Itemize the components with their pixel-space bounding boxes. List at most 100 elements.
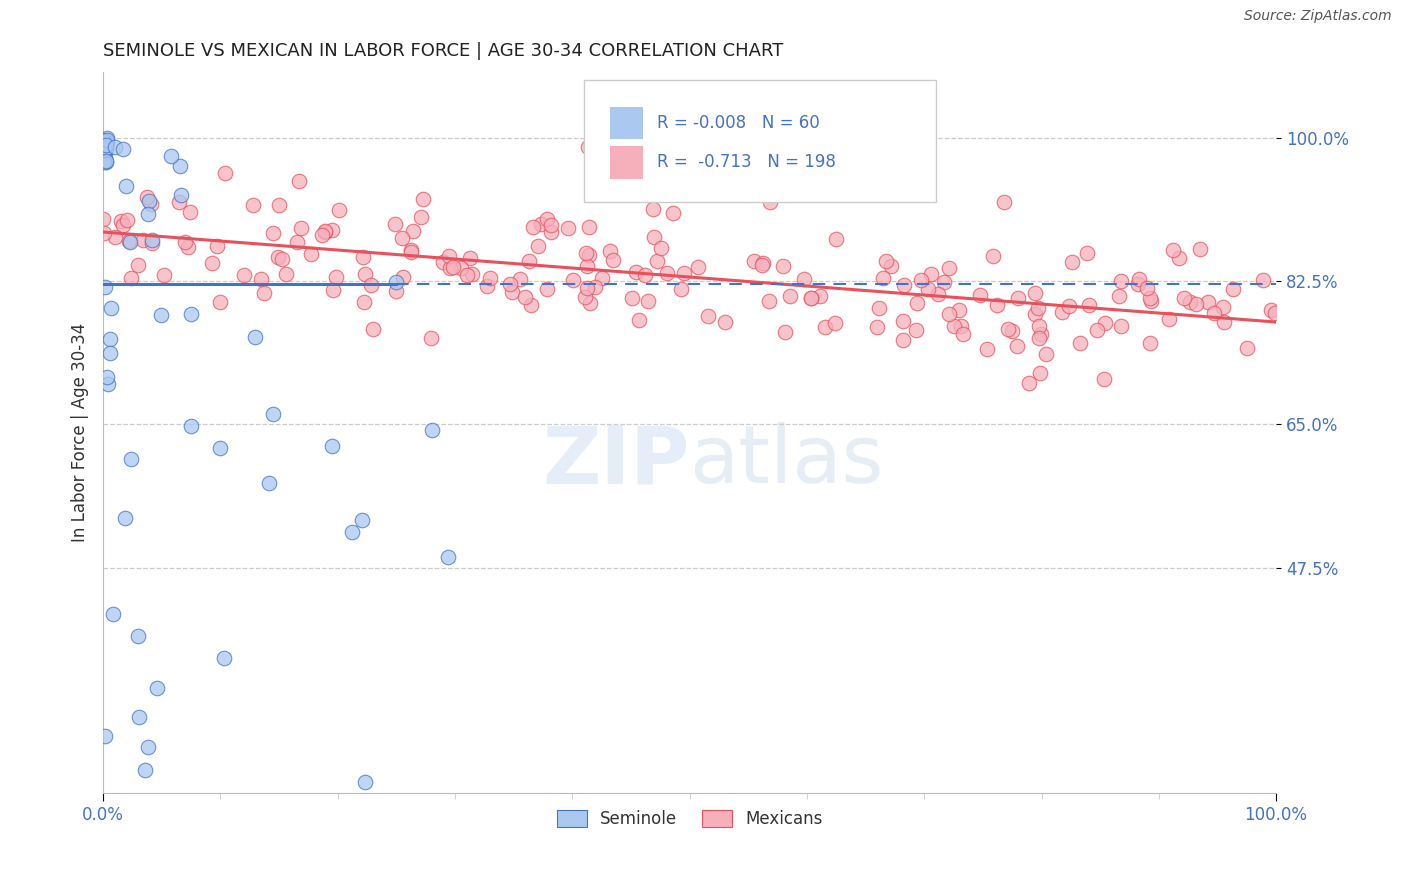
Point [439,260,461,275]
Point [141,235,163,250]
Point [91,212,114,227]
Point [576,140,599,154]
Point [772,260,794,274]
Point [1035,346,1057,360]
Point [1092,372,1115,386]
Point [456,268,478,282]
Point [179,205,201,219]
Point [391,231,413,245]
Point [128,709,150,723]
Point [758,194,780,209]
Point [450,260,472,275]
Point [893,278,915,293]
Point [1078,298,1101,312]
Point [1139,293,1161,308]
Point [117,234,139,248]
Point [1024,307,1046,321]
Point [299,247,322,261]
Point [575,246,598,260]
Point [997,322,1019,336]
Point [1109,318,1132,333]
Point [517,254,540,268]
Point [752,256,775,270]
Point [441,260,464,274]
Point [267,251,290,265]
Point [311,228,333,243]
Point [519,298,541,312]
Point [354,774,377,789]
Point [814,319,837,334]
Point [153,268,176,282]
Point [402,224,425,238]
Point [399,243,422,257]
Point [643,230,665,244]
Point [96,139,118,153]
Point [138,194,160,208]
Point [578,220,600,235]
Point [360,277,382,292]
Point [536,212,558,227]
Point [872,270,894,285]
Point [672,266,695,280]
Point [540,218,562,232]
Point [169,159,191,173]
Point [932,275,955,289]
Point [1202,306,1225,320]
Point [352,250,374,264]
Point [621,291,644,305]
Point [437,250,460,264]
Point [976,342,998,356]
Point [93,137,115,152]
Point [120,452,142,467]
Point [384,218,406,232]
Point [149,308,172,322]
Point [1031,327,1053,342]
Point [136,207,159,221]
Point [115,212,138,227]
Point [509,272,531,286]
Point [110,214,132,228]
Point [637,294,659,309]
Point [993,195,1015,210]
Point [891,314,914,328]
Point [904,323,927,337]
Point [97,376,120,391]
Point [1185,297,1208,311]
Point [1136,281,1159,295]
Point [127,258,149,272]
Point [167,195,190,210]
Point [1094,316,1116,330]
Point [875,253,897,268]
Point [1026,301,1049,316]
Point [1001,324,1024,338]
Point [201,256,224,270]
Point [321,223,343,237]
Point [101,607,124,621]
Point [1139,335,1161,350]
Point [583,280,606,294]
Text: R = -0.008   N = 60: R = -0.008 N = 60 [657,114,820,132]
Point [697,309,720,323]
Y-axis label: In Labor Force | Age 30-34: In Labor Force | Age 30-34 [72,323,89,542]
Point [328,202,350,217]
Text: R =  -0.713   N = 198: R = -0.713 N = 198 [657,153,835,171]
Point [93,154,115,169]
Point [576,259,599,273]
Point [98,346,121,360]
Point [127,629,149,643]
Point [314,226,336,240]
Point [655,267,678,281]
Point [671,282,693,296]
Point [1236,341,1258,355]
Point [1222,282,1244,296]
Point [579,295,602,310]
Point [634,268,657,283]
Point [1264,306,1286,320]
Point [868,301,890,316]
Point [115,178,138,193]
Point [100,301,122,315]
Point [969,288,991,302]
Point [285,235,308,249]
Point [1028,318,1050,333]
Point [938,307,960,321]
